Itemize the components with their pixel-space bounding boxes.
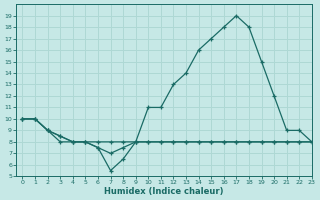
X-axis label: Humidex (Indice chaleur): Humidex (Indice chaleur) xyxy=(104,187,224,196)
